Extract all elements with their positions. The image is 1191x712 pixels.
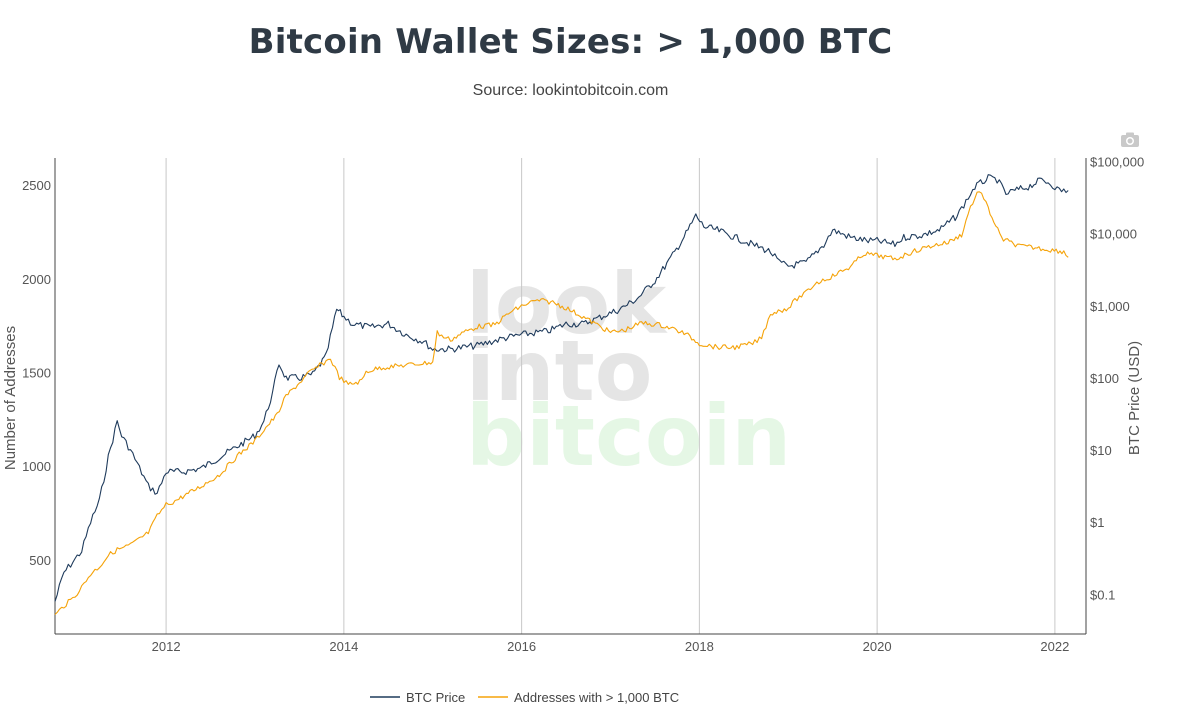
x-tick-label: 2016 [507,639,536,654]
y2-tick-label: $100 [1090,371,1119,386]
x-tick-label: 2020 [863,639,892,654]
y2-tick-label: $0.1 [1090,587,1115,602]
legend: BTC Price Addresses with > 1,000 BTC [370,690,679,705]
y2-tick-label: $1,000 [1090,299,1130,314]
y2-axis-title: BTC Price (USD) [1126,341,1143,455]
y-tick-label: 2500 [22,178,51,193]
legend-label-btc-price: BTC Price [406,690,465,705]
x-tick-label: 2018 [685,639,714,654]
y-tick-label: 2000 [22,272,51,287]
x-tick-label: 2014 [329,639,358,654]
chart-title: Bitcoin Wallet Sizes: > 1,000 BTC [248,22,893,62]
y-tick-label: 1000 [22,459,51,474]
watermark: look into bitcoin [466,255,791,485]
camera-icon[interactable] [1120,131,1140,149]
y-tick-label: 1500 [22,366,51,381]
y-tick-label: 500 [29,553,51,568]
ticks: 2012 2014 2016 2018 2020 2022 500 1000 1500 2000 2… [22,155,1144,654]
series-line-btc-price [54,174,1069,602]
x-tick-label: 2012 [152,639,181,654]
y2-tick-label: $1 [1090,515,1104,530]
legend-label-addresses: Addresses with > 1,000 BTC [514,690,679,705]
axes [54,158,1087,635]
y-axis-title: Number of Addresses [2,326,19,470]
series [54,174,1069,615]
chart-subtitle: Source: lookintobitcoin.com [472,82,669,99]
camera-icon-glyph [1121,132,1139,147]
y2-tick-label: $10 [1090,443,1112,458]
watermark-into: into [466,322,652,420]
x-tick-label: 2022 [1040,639,1069,654]
series-line-addresses [54,191,1069,615]
y2-tick-label: $100,000 [1090,155,1144,170]
y2-tick-label: $10,000 [1090,227,1137,242]
watermark-bitcoin: bitcoin [466,387,791,485]
